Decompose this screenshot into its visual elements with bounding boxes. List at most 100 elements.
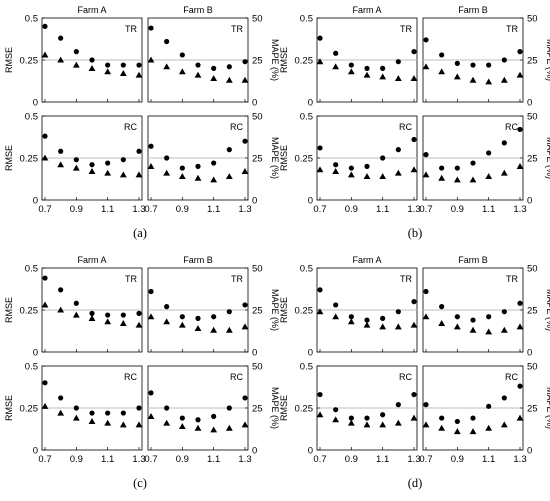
panel-3-0: Farm A TR 0 0.25 0.5 RMSE	[279, 255, 418, 359]
circle-point	[164, 155, 170, 161]
circle-point	[226, 405, 232, 411]
y-axis-label-right: MAPE (%)	[545, 289, 550, 331]
triangle-point	[469, 428, 477, 435]
y-axis-label-right: MAPE (%)	[270, 137, 280, 179]
figure-3: Farm A TR 0 0.25 0.5 RMSE Farm B TR 0 25 50 MAPE (%…	[279, 255, 550, 490]
y-tick-label-right: 50	[252, 264, 263, 275]
y-tick-label-left: 0.5	[25, 14, 38, 25]
circle-point	[89, 57, 95, 63]
x-tick-label: 0.9	[176, 454, 189, 465]
circle-point	[73, 49, 79, 55]
circle-point	[454, 314, 460, 320]
triangle-point	[88, 65, 96, 71]
y-tick-label-right: 0	[527, 98, 532, 109]
circle-point	[179, 314, 185, 320]
y-tick-label-right: 0	[252, 196, 257, 207]
circle-point	[486, 150, 492, 156]
triangle-point	[438, 174, 446, 181]
circle-point	[348, 165, 354, 171]
circle-point	[164, 304, 170, 310]
figure-0: Farm A TR 0 0.25 0.5 RMSE Farm B TR 0 25 50 MAPE (%…	[4, 5, 280, 240]
triangle-point	[347, 171, 355, 178]
circle-point	[486, 403, 492, 409]
triangle-point	[363, 173, 371, 180]
y-tick-label-left: 0.5	[300, 362, 313, 373]
x-tick-label: 1.1	[376, 204, 389, 215]
circle-point	[179, 415, 185, 421]
circle-point	[105, 62, 111, 68]
triangle-point	[316, 411, 324, 418]
circle-point	[89, 410, 95, 416]
circle-point	[211, 314, 217, 320]
triangle-point	[410, 166, 418, 173]
triangle-point	[379, 173, 387, 180]
circle-point	[42, 133, 48, 139]
triangle-point	[453, 73, 461, 80]
y-tick-label-left: 0.25	[295, 404, 314, 415]
triangle-point	[210, 426, 218, 433]
panel-tag: RC	[505, 122, 518, 132]
triangle-point	[500, 76, 508, 83]
triangle-point	[241, 76, 249, 83]
circle-point	[333, 302, 339, 308]
y-tick-label-right: 25	[252, 154, 263, 165]
circle-point	[148, 390, 154, 396]
panel-tag: TR	[125, 274, 137, 284]
triangle-point	[332, 168, 340, 174]
circle-point	[317, 287, 323, 293]
triangle-point	[119, 171, 127, 178]
triangle-point	[104, 419, 112, 426]
circle-point	[105, 410, 111, 416]
circle-point	[136, 62, 142, 68]
y-axis-label-left: RMSE	[279, 395, 289, 421]
x-tick-label: 1.3	[407, 454, 420, 465]
circle-point	[411, 136, 417, 143]
circle-point	[439, 52, 445, 58]
triangle-point	[104, 68, 112, 75]
triangle-point	[453, 176, 461, 183]
triangle-point	[178, 321, 186, 328]
circle-point	[348, 415, 354, 421]
triangle-point	[410, 414, 418, 421]
panel-2-2: RC 0 0.25 0.5 RMSE 0.7 0.9 1.1 1.3	[4, 362, 146, 466]
y-tick-label-right: 0	[527, 196, 532, 207]
panel-tag: RC	[230, 372, 243, 382]
x-tick-label: 1.1	[207, 454, 220, 465]
circle-point	[317, 145, 323, 151]
triangle-point	[225, 173, 233, 180]
y-tick-label-left: 0	[33, 98, 38, 109]
circle-point	[120, 157, 126, 163]
triangle-point	[394, 419, 402, 426]
circle-point	[105, 312, 111, 318]
farm-title: Farm A	[77, 5, 106, 15]
y-tick-label-right: 50	[527, 112, 538, 123]
y-tick-label-left: 0.25	[295, 154, 314, 165]
triangle-point	[332, 416, 340, 423]
x-tick-label: 1.3	[513, 204, 526, 215]
y-tick-label-right: 50	[527, 362, 538, 373]
circle-point	[380, 412, 386, 418]
y-tick-label-right: 25	[252, 404, 263, 415]
triangle-point	[422, 313, 430, 320]
figure-2: Farm A TR 0 0.25 0.5 RMSE Farm B TR 0 25 50 MAPE (%…	[4, 255, 280, 490]
circle-point	[58, 287, 64, 293]
triangle-point	[438, 68, 446, 75]
triangle-point	[41, 51, 49, 58]
farm-title: Farm B	[458, 5, 488, 15]
triangle-point	[379, 73, 387, 80]
circle-point	[242, 302, 248, 308]
circle-point	[317, 35, 323, 41]
circle-point	[348, 62, 354, 68]
circle-point	[517, 300, 523, 306]
y-axis-label-left: RMSE	[279, 47, 289, 73]
triangle-point	[453, 428, 461, 435]
triangle-point	[469, 176, 477, 183]
x-tick-label: 0.7	[144, 454, 157, 465]
circle-point	[58, 395, 64, 401]
y-tick-label-right: 0	[252, 348, 257, 359]
y-tick-label-right: 25	[252, 56, 263, 67]
circle-point	[105, 160, 111, 166]
y-tick-label-right: 50	[252, 362, 263, 373]
triangle-point	[347, 419, 355, 426]
circle-point	[395, 402, 401, 408]
